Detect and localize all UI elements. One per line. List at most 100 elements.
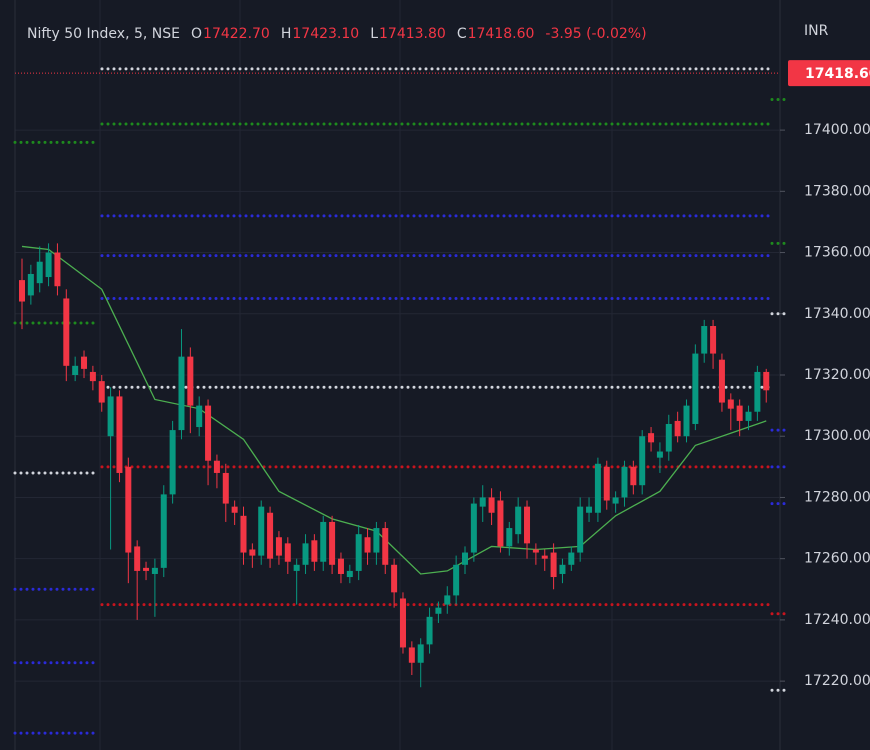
header-text: Nifty 50 Index, 5, NSE (27, 26, 180, 42)
candle-body (541, 555, 548, 559)
candle-body (19, 280, 25, 302)
candle-body (391, 564, 398, 593)
candle-body (373, 528, 380, 553)
candle-body (329, 521, 336, 565)
candle-body (205, 405, 212, 461)
header-text: 17422.70 (203, 26, 270, 42)
candle-body (470, 503, 477, 553)
candle-body (497, 500, 504, 547)
candle-body (81, 356, 88, 369)
candle-body (258, 506, 265, 556)
last-price-tag (788, 60, 870, 87)
candle-body (417, 644, 424, 663)
candle-body (98, 381, 105, 403)
candle-body (284, 543, 291, 562)
candle-body (143, 567, 150, 571)
candle-body (213, 460, 220, 473)
candle-body (453, 564, 460, 596)
candle-body (382, 528, 389, 565)
candle-body (355, 534, 362, 571)
candle-body (435, 607, 442, 614)
candle-body (72, 365, 79, 375)
candle-body (639, 436, 646, 486)
candle-body (710, 326, 717, 354)
candle-body (311, 540, 318, 562)
candle-body (125, 466, 132, 553)
candle-body (107, 396, 114, 437)
candle-body (54, 252, 61, 287)
candle-body (745, 411, 752, 421)
candle-body (568, 552, 575, 565)
header-text: 17418.60 (468, 26, 535, 42)
candle-body (337, 558, 344, 574)
candle-body (240, 515, 247, 553)
candle-body (727, 399, 734, 409)
candle-body (346, 570, 353, 578)
candle-body (178, 356, 185, 431)
candle-body (665, 423, 672, 452)
candle-body (550, 552, 557, 578)
candle-body (63, 298, 70, 366)
candle-body (648, 433, 655, 443)
y-tick-label: 17300.00 (804, 428, 870, 444)
candle-body (116, 396, 123, 473)
candle-body (763, 371, 770, 391)
y-tick-label: 17360.00 (804, 245, 870, 261)
candle-body (559, 564, 566, 574)
candle-body (320, 521, 327, 562)
y-tick-label: 17220.00 (804, 673, 870, 689)
candle-body (222, 472, 229, 504)
candle-body (692, 353, 699, 424)
candle-body (524, 506, 531, 544)
candle-body (151, 567, 158, 574)
candle-body (603, 466, 610, 501)
candle-body (656, 451, 663, 458)
candle-body (506, 528, 513, 547)
candle-body (36, 261, 43, 284)
candle-body (134, 546, 141, 571)
candle-body (444, 595, 451, 605)
y-tick-label: 17260.00 (804, 551, 870, 567)
candle-body (187, 356, 194, 406)
header-text: H (281, 26, 292, 42)
candle-body (426, 616, 433, 645)
candle-body (89, 371, 96, 382)
candle-body (27, 273, 34, 296)
candle-body (169, 430, 176, 495)
candle-body (231, 506, 238, 513)
y-tick-label: 17340.00 (804, 306, 870, 322)
candle-body (594, 463, 601, 513)
candle-body (302, 543, 309, 565)
currency: INR (804, 23, 829, 39)
candle-body (621, 466, 628, 498)
y-tick-label: 17380.00 (804, 183, 870, 199)
y-tick-label: 17240.00 (804, 612, 870, 628)
candle-body (701, 326, 708, 354)
candle-body (736, 405, 743, 421)
candle-body (577, 506, 584, 553)
y-tick-label: 17280.00 (804, 489, 870, 505)
y-tick-label: 17400.00 (804, 122, 870, 138)
candle-body (488, 497, 495, 513)
candle-body (532, 549, 539, 553)
header-text: -3.95 (-0.02%) (545, 26, 646, 42)
candle-body (674, 420, 681, 437)
candle-body (267, 512, 274, 559)
candle-body (462, 552, 468, 565)
candle-body (515, 506, 522, 535)
y-tick-label: 17320.00 (804, 367, 870, 383)
candle-body (364, 537, 371, 553)
candle-body (249, 549, 256, 556)
candle-body (399, 598, 406, 648)
header-text: O (191, 26, 202, 42)
header-text: C (457, 26, 467, 42)
header-text: 17423.10 (292, 26, 359, 42)
header-text: 17413.80 (379, 26, 446, 42)
candle-body (408, 647, 415, 663)
candle-body (612, 497, 619, 504)
last-price-label: 17418.60 (805, 66, 870, 82)
candle-body (630, 466, 637, 486)
candle-body (586, 506, 593, 513)
candle-body (293, 564, 300, 571)
